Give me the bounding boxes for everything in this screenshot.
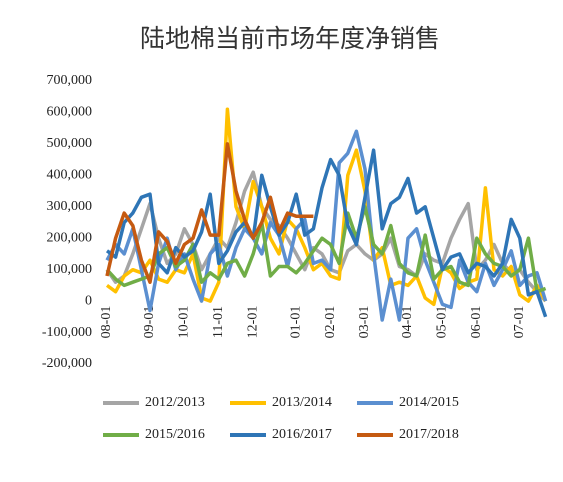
legend-label: 2014/2015	[399, 395, 459, 410]
series-line	[105, 170, 547, 303]
x-tick-label: 08-01	[99, 306, 114, 339]
series-line	[105, 205, 547, 294]
chart-title: 陆地棉当前市场年度净销售	[140, 24, 440, 53]
x-tick-label: 09-01	[142, 306, 157, 339]
x-tick-label: 05-01	[435, 306, 450, 339]
y-tick-label: 300,000	[47, 199, 93, 214]
legend-label: 2012/2013	[145, 395, 205, 410]
legend-label: 2017/2018	[399, 427, 459, 442]
y-tick-label: 400,000	[47, 168, 93, 183]
legend-label: 2013/2014	[272, 395, 332, 410]
x-tick-label: 02-01	[323, 306, 338, 339]
legend-label: 2015/2016	[145, 427, 205, 442]
y-tick-label: -200,000	[42, 356, 92, 371]
y-tick-label: 0	[85, 293, 92, 308]
x-tick-label: 03-01	[357, 306, 372, 339]
x-tick-label: 06-01	[469, 306, 484, 339]
y-tick-label: 600,000	[47, 105, 93, 120]
series-line	[105, 107, 548, 307]
x-tick-label: 07-01	[512, 306, 527, 339]
x-tick-label: 10-01	[177, 306, 192, 339]
x-tick-label: 12-01	[245, 306, 260, 339]
x-tick-label: 11-01	[211, 306, 226, 338]
y-tick-label: 700,000	[47, 73, 93, 88]
legend-label: 2016/2017	[272, 427, 332, 442]
y-tick-label: 100,000	[47, 262, 93, 277]
x-tick-label: 01-01	[288, 306, 303, 339]
y-tick-label: 500,000	[47, 136, 93, 151]
series-line	[105, 142, 314, 284]
y-tick-label: 200,000	[47, 230, 93, 245]
y-tick-label: -100,000	[42, 325, 92, 340]
x-tick-label: 04-01	[400, 306, 415, 339]
